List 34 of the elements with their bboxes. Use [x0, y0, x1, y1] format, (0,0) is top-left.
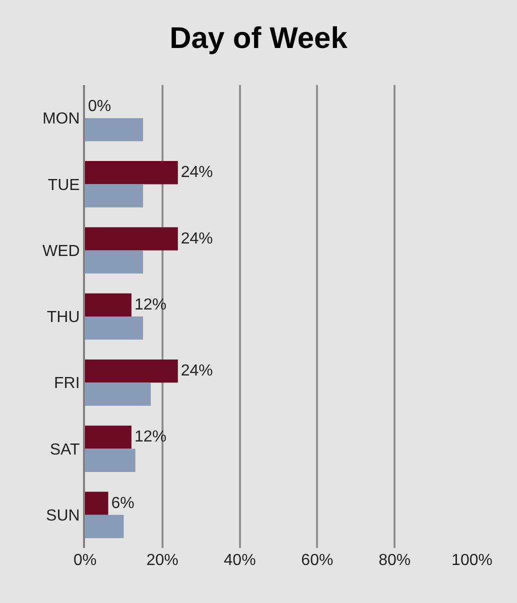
y-tick-label: WED — [42, 242, 80, 260]
bar — [85, 293, 132, 316]
x-tick-label: 0% — [73, 552, 97, 569]
bar — [85, 426, 132, 449]
data-label: 24% — [180, 230, 213, 248]
bar — [85, 448, 136, 472]
chart-title: Day of Week — [170, 22, 348, 56]
y-tick-label: SUN — [46, 508, 80, 525]
data-label: 6% — [111, 494, 134, 512]
bar — [85, 382, 151, 406]
data-label: 12% — [134, 428, 166, 446]
bar — [85, 184, 144, 208]
data-label: 12% — [134, 296, 166, 314]
bar — [85, 359, 178, 383]
bar — [85, 161, 178, 184]
data-label: 24% — [180, 362, 213, 380]
data-label: 0% — [88, 98, 112, 115]
x-tick-label: 80% — [378, 552, 411, 569]
x-tick-label: 20% — [146, 552, 178, 569]
bar — [85, 250, 144, 274]
bar — [85, 227, 178, 250]
y-tick-label: FRI — [54, 375, 80, 392]
bar — [85, 492, 108, 515]
y-tick-label: TUE — [48, 176, 80, 194]
data-label: 24% — [180, 164, 213, 182]
x-tick-label: 100% — [452, 552, 492, 569]
y-tick-label: THU — [46, 309, 80, 326]
bar — [85, 514, 124, 538]
bar — [85, 118, 144, 142]
y-tick-label: MON — [42, 110, 80, 128]
y-tick-label: SAT — [50, 441, 80, 458]
x-tick-label: 60% — [301, 552, 334, 569]
bar — [85, 316, 144, 340]
x-tick-label: 40% — [224, 552, 256, 569]
